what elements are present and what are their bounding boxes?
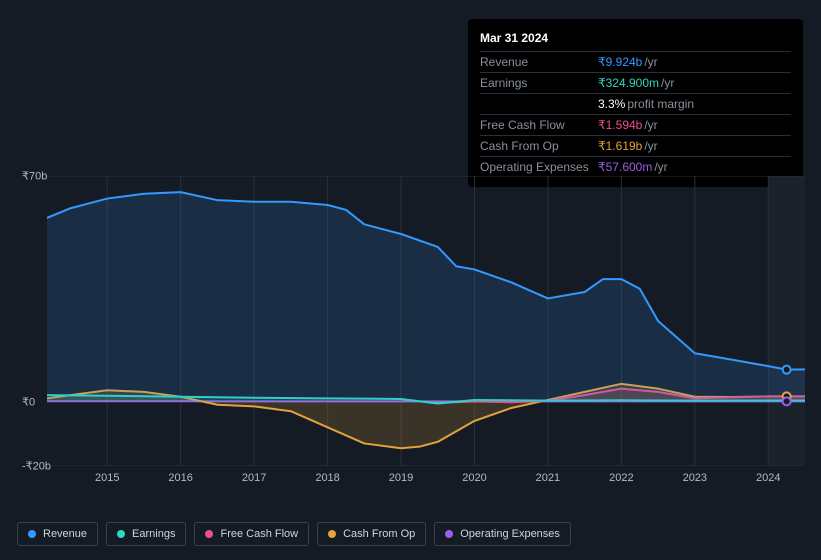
tooltip-row: Free Cash Flow₹1.594b /yr [480,114,791,135]
tooltip-row-unit: /yr [644,116,657,134]
legend-item-label: Free Cash Flow [220,528,298,540]
legend-dot-icon [28,530,36,538]
x-axis-tick-label: 2023 [683,472,707,484]
chart-legend: Revenue Earnings Free Cash Flow Cash From O… [17,522,571,546]
x-axis-tick-label: 2019 [389,472,413,484]
x-axis-tick-label: 2015 [95,472,119,484]
tooltip-title: Mar 31 2024 [480,29,791,47]
tooltip-row-label: Cash From Op [480,137,598,155]
tooltip-row-unit: /yr [661,74,674,92]
x-axis-tick-label: 2016 [168,472,192,484]
tooltip-row: 3.3% profit margin [480,93,791,114]
legend-dot-icon [445,530,453,538]
tooltip-row-label: Free Cash Flow [480,116,598,134]
legend-dot-icon [328,530,336,538]
legend-item-earnings[interactable]: Earnings [106,522,186,546]
legend-item-label: Operating Expenses [460,528,560,540]
tooltip-row-value: ₹9.924b [598,53,642,71]
legend-dot-icon [205,530,213,538]
y-axis-tick-label: ₹70b [22,170,47,183]
tooltip-row-value: ₹1.594b [598,116,642,134]
x-axis-tick-label: 2018 [315,472,339,484]
tooltip-row-unit: /yr [644,137,657,155]
legend-item-label: Earnings [132,528,175,540]
x-axis-tick-label: 2021 [536,472,560,484]
tooltip-row-unit: /yr [644,53,657,71]
tooltip-row-value: 3.3% [598,95,625,113]
x-axis-tick-label: 2020 [462,472,486,484]
legend-item-label: Revenue [43,528,87,540]
tooltip-row-label: Earnings [480,74,598,92]
tooltip-row-value: ₹324.900m [598,74,659,92]
legend-item-opex[interactable]: Operating Expenses [434,522,571,546]
legend-item-label: Cash From Op [343,528,415,540]
tooltip-row-label [480,95,598,113]
tooltip-row: Revenue₹9.924b /yr [480,51,791,72]
chart-plot [47,176,805,466]
legend-dot-icon [117,530,125,538]
tooltip-row: Cash From Op₹1.619b /yr [480,135,791,156]
tooltip-row-unit: profit margin [627,95,694,113]
tooltip-row: Earnings₹324.900m /yr [480,72,791,93]
y-axis-tick-label: ₹0 [22,395,35,408]
tooltip-row-value: ₹1.619b [598,137,642,155]
x-axis-tick-label: 2022 [609,472,633,484]
legend-item-fcf[interactable]: Free Cash Flow [194,522,309,546]
legend-item-cfo[interactable]: Cash From Op [317,522,426,546]
x-axis-tick-label: 2024 [756,472,780,484]
financials-chart[interactable]: ₹70b₹0-₹20b 2015201620172018201920202021… [17,158,805,484]
tooltip-row-label: Revenue [480,53,598,71]
legend-item-revenue[interactable]: Revenue [17,522,98,546]
x-axis-tick-label: 2017 [242,472,266,484]
